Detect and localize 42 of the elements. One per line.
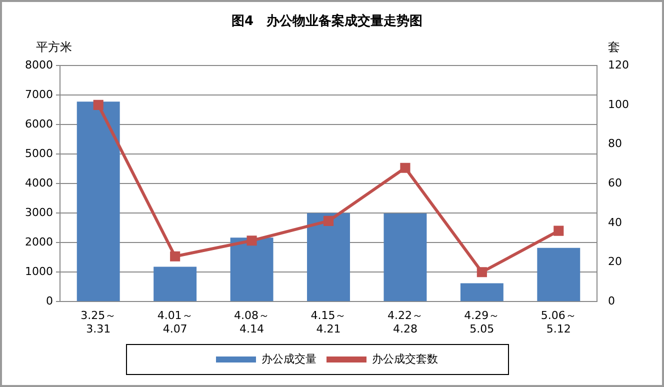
y2-tick-label: 40 <box>608 216 622 229</box>
y-tick-label: 6000 <box>24 117 53 130</box>
y-tick-label: 4000 <box>24 176 53 190</box>
x-tick-label: 3.25～ 3.31 <box>80 309 116 336</box>
x-tick-label: 4.22～ 4.28 <box>387 309 423 336</box>
x-tick-label: 4.01～ 4.07 <box>157 309 193 336</box>
y-tick-label: 8000 <box>24 58 53 72</box>
y-tick-label: 5000 <box>24 146 53 160</box>
point <box>400 162 410 173</box>
legend-label: 办公成交套数 <box>372 352 438 366</box>
point <box>554 226 564 236</box>
bar <box>76 102 120 302</box>
point <box>323 216 334 226</box>
bar <box>230 238 274 302</box>
y2-axis-title: 套 <box>608 40 620 54</box>
bar <box>460 283 504 302</box>
legend-label: 办公成交量 <box>262 352 316 366</box>
chart-title: 图4 办公物业备案成交量走势图 <box>231 13 423 30</box>
y2-tick-label: 20 <box>608 255 622 268</box>
y-axis-title: 平方米 <box>36 40 72 54</box>
y2-tick-label: 80 <box>608 137 622 150</box>
y-tick-label: 2000 <box>24 235 53 248</box>
y-tick-label: 0 <box>46 294 53 308</box>
point <box>246 236 257 246</box>
point <box>170 251 180 262</box>
y-tick-label: 7000 <box>24 88 53 101</box>
y2-tick-label: 120 <box>608 58 630 72</box>
x-tick-label: 5.06～ 5.12 <box>540 309 576 336</box>
y2-tick-label: 60 <box>608 176 622 190</box>
y-tick-label: 1000 <box>24 264 53 278</box>
y-tick-label: 3000 <box>24 206 53 219</box>
x-tick-label: 4.15～ 4.21 <box>310 309 346 336</box>
y2-tick-label: 100 <box>608 98 630 111</box>
bar <box>537 248 580 302</box>
point <box>93 100 104 110</box>
bar <box>154 266 197 302</box>
bar <box>384 213 427 302</box>
x-tick-label: 4.08～ 4.14 <box>234 309 270 336</box>
point <box>476 267 487 278</box>
y2-tick-label: 0 <box>608 294 616 308</box>
x-tick-label: 4.29～ 5.05 <box>464 309 500 336</box>
bar <box>307 213 350 302</box>
